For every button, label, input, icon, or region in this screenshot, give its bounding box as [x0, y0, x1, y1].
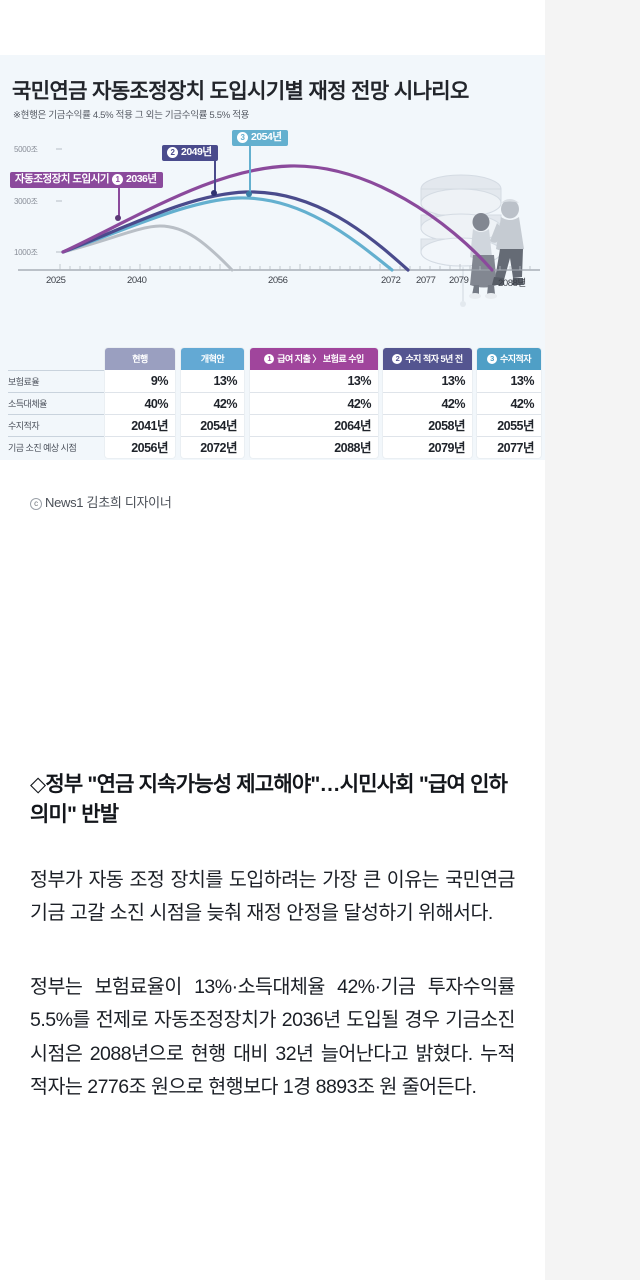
article-subheading: ◇정부 "연금 지속가능성 제고해야"…시민사회 "급여 인하 의미" 반발 — [30, 773, 508, 826]
cell-reform-premium: 13% — [213, 374, 237, 388]
cell-reform-depletion: 2072년 — [181, 436, 244, 458]
cell-reform-replacement: 42% — [181, 392, 244, 414]
callout-3-year: 2054년 — [251, 131, 282, 144]
infographic-card[interactable]: 국민연금 자동조정장치 도입시기별 재정 전망 시나리오 ※현행은 기금수익률 … — [0, 55, 545, 460]
column-header-number-2: 2 — [392, 354, 403, 364]
callout-2049[interactable]: 2 2049년 — [162, 145, 218, 161]
cell-reform-deficit: 2054년 — [181, 414, 244, 436]
callout-2054[interactable]: 3 2054년 — [232, 130, 288, 146]
cell-s1-deficit: 2064년 — [250, 414, 378, 436]
x-tick-2025: 2025 — [46, 275, 66, 286]
callout-1-number: 1 — [112, 174, 124, 185]
copyright-icon: c — [30, 497, 42, 510]
row-label-income-replacement: 소득대체율 — [8, 392, 104, 414]
callout-2-year: 2049년 — [181, 146, 212, 159]
column-header-number-1: 1 — [264, 354, 275, 364]
callout-1-label: 자동조정장치 도입시기 — [15, 173, 110, 186]
data-dot-2049 — [211, 190, 217, 196]
article-body: ◇정부 "연금 지속가능성 제고해야"…시민사회 "급여 인하 의미" 반발 정… — [0, 770, 545, 1105]
cell-s3-deficit: 2055년 — [477, 414, 541, 436]
x-tick-2077: 2077 — [416, 275, 436, 286]
column-header-label-scenario-3: 수지적자 — [499, 354, 532, 364]
chart: 5000조 3000조 1000조 2025 2040 2056 2072 20… — [0, 130, 545, 295]
cell-current-depletion: 2056년 — [105, 436, 175, 458]
chart-curves — [18, 148, 540, 272]
table-column-reform[interactable]: 개혁안 13% 42% 2054년 2072년 — [181, 348, 244, 458]
data-dot-2036 — [115, 215, 121, 221]
table-column-current[interactable]: 현행 9% 40% 2041년 2056년 — [105, 348, 175, 458]
x-tick-2079: 2079 — [449, 275, 469, 286]
scenario-table: 보험료율 소득대체율 수지적자 기금 소진 예상 시점 현행 9% 40% 20… — [0, 348, 545, 460]
x-tick-2040: 2040 — [127, 275, 147, 286]
cell-s1-premium: 13% — [347, 374, 371, 388]
article-paragraph-1: 정부가 자동 조정 장치를 도입하려는 가장 큰 이유는 국민연금 기금 고갈 … — [30, 868, 516, 925]
cell-s1-replacement: 42% — [250, 392, 378, 414]
y-tick-1000: 1000조 — [14, 248, 38, 257]
data-dot-2054 — [246, 191, 252, 197]
row-label-spacer — [8, 348, 104, 370]
callout-2036[interactable]: 자동조정장치 도입시기 1 2036년 — [10, 172, 163, 188]
column-header-label-reform: 개혁안 — [200, 354, 225, 364]
article-column: 국민연금 자동조정장치 도입시기별 재정 전망 시나리오 ※현행은 기금수익률 … — [0, 0, 545, 1280]
leader-line-3 — [249, 146, 251, 194]
column-header-label-current: 현행 — [132, 354, 148, 364]
column-header-scenario-3: 3 수지적자 — [477, 348, 541, 370]
column-header-reform: 개혁안 — [181, 348, 244, 370]
cell-s3-premium: 13% — [510, 374, 534, 388]
callout-3-number: 3 — [237, 132, 248, 143]
cell-s3-replacement: 42% — [477, 392, 541, 414]
callout-1-year: 2036년 — [126, 173, 157, 186]
cell-s2-premium: 13% — [441, 374, 465, 388]
y-tick-5000: 5000조 — [14, 145, 38, 154]
callout-2-number: 2 — [167, 147, 178, 158]
leader-line-1 — [118, 186, 120, 218]
photo-credit: c News1 김초희 디자이너 — [30, 492, 172, 511]
x-tick-2056: 2056 — [268, 275, 288, 286]
y-tick-3000: 3000조 — [14, 197, 38, 206]
coins-and-elderly-couple-illustration — [420, 174, 524, 307]
cell-s3-depletion: 2077년 — [477, 436, 541, 458]
column-header-label-scenario-1: 급여 지출 〉 보험료 수입 — [277, 354, 364, 364]
column-header-scenario-2: 2 수지 적자 5년 전 — [383, 348, 472, 370]
cell-current-premium: 9% — [150, 374, 169, 388]
leader-line-2 — [214, 160, 216, 193]
table-column-scenario-1[interactable]: 1 급여 지출 〉 보험료 수입 13% 42% 2064년 2088년 — [250, 348, 378, 458]
infographic-title: 국민연금 자동조정장치 도입시기별 재정 전망 시나리오 — [12, 80, 469, 103]
cell-s2-depletion: 2079년 — [383, 436, 472, 458]
article-paragraph-2: 정부는 보험료율이 13%·소득대체율 42%·기금 투자수익률 5.5%를 전… — [30, 975, 516, 1099]
column-header-number-3: 3 — [486, 354, 497, 364]
column-header-scenario-1: 1 급여 지출 〉 보험료 수입 — [250, 348, 378, 370]
cell-current-deficit: 2041년 — [105, 414, 175, 436]
photo-credit-text: News1 김초희 디자이너 — [45, 495, 172, 510]
table-column-scenario-2[interactable]: 2 수지 적자 5년 전 13% 42% 2058년 2079년 — [383, 348, 472, 458]
row-label-depletion: 기금 소진 예상 시점 — [8, 436, 104, 458]
table-row-labels: 보험료율 소득대체율 수지적자 기금 소진 예상 시점 — [8, 348, 104, 458]
cell-current-replacement: 40% — [105, 392, 175, 414]
table-column-scenario-3[interactable]: 3 수지적자 13% 42% 2055년 2077년 — [477, 348, 541, 458]
row-label-premium-rate: 보험료율 — [8, 370, 104, 392]
cell-s2-replacement: 42% — [383, 392, 472, 414]
column-header-current: 현행 — [105, 348, 175, 370]
infographic-subtitle: ※현행은 기금수익률 4.5% 적용 그 외는 기금수익률 5.5% 적용 — [13, 110, 250, 121]
column-header-label-scenario-2: 수지 적자 5년 전 — [405, 354, 463, 364]
cell-s1-depletion: 2088년 — [250, 436, 378, 458]
row-label-deficit: 수지적자 — [8, 414, 104, 436]
x-tick-2072: 2072 — [381, 275, 401, 286]
cell-s2-deficit: 2058년 — [383, 414, 472, 436]
x-tick-2088: 2088년 — [498, 278, 526, 289]
